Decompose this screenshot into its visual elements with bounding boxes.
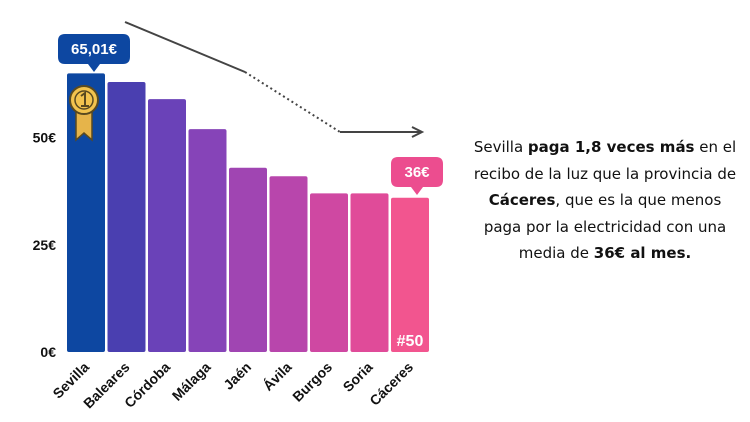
description-highlight: Cáceres <box>488 191 556 209</box>
bar-sevilla <box>67 73 105 352</box>
bar-ávila <box>269 176 308 352</box>
bar-jaén <box>229 167 267 352</box>
description-part: en el recibo de la luz que la provincia … <box>473 138 737 183</box>
callout-max-bubble <box>58 34 130 72</box>
description-highlight: 36€ al mes. <box>593 244 692 262</box>
callout-min-bubble <box>391 157 443 195</box>
bars <box>67 73 429 353</box>
callout-max: 65,01€ <box>58 34 130 72</box>
description-text: Sevilla paga 1,8 veces más en el recibo … <box>470 134 740 267</box>
callout-max-label: 65,01€ <box>71 41 118 58</box>
bar-baleares <box>107 82 146 352</box>
callout-min-label: 36€ <box>404 164 430 181</box>
y-tick-label: 50€ <box>33 130 57 146</box>
x-tick-label: Ávila <box>260 359 295 394</box>
x-tick-label: Soria <box>340 359 376 395</box>
bar-málaga <box>188 129 227 352</box>
x-tick-label: Jaén <box>220 359 254 393</box>
bar-soria <box>350 193 389 352</box>
bar-cáceres <box>391 197 429 352</box>
y-tick-label: 0€ <box>40 344 56 360</box>
rank-label: #50 <box>397 333 424 350</box>
y-axis: 0€ 25€ 50€ <box>33 130 57 360</box>
description-part: Sevilla <box>473 138 528 156</box>
trend-arrow-icon <box>124 21 425 138</box>
x-tick-label: Cáceres <box>366 359 416 409</box>
description-highlight: paga 1,8 veces más <box>527 138 695 156</box>
x-tick-label: Burgos <box>289 359 335 405</box>
x-tick-label: Málaga <box>169 359 214 404</box>
callout-min: 36€ <box>391 157 443 195</box>
description-part: , que es la que menos paga por la electr… <box>483 191 727 262</box>
first-place-medal-icon <box>69 85 99 142</box>
bar-burgos <box>310 193 348 352</box>
bar-córdoba <box>148 99 186 353</box>
y-tick-label: 25€ <box>33 237 57 253</box>
